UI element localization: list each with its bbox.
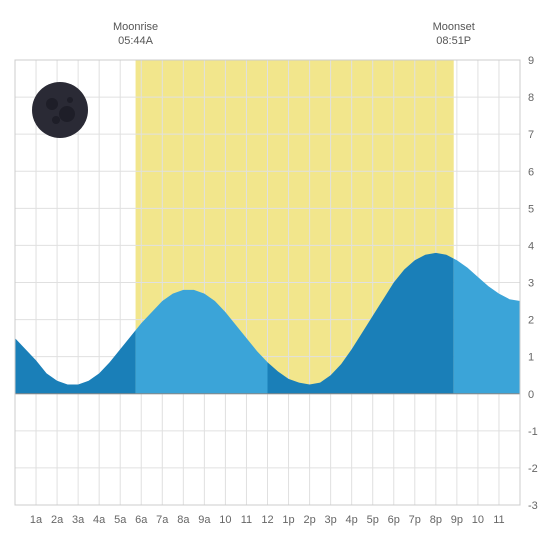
moon-crater (67, 97, 73, 103)
y-tick-label: 7 (528, 129, 534, 141)
y-tick-label: 1 (528, 352, 534, 364)
x-tick-label: 10 (472, 514, 484, 526)
x-tick-label: 4a (93, 514, 106, 526)
x-tick-label: 8p (430, 514, 442, 526)
y-tick-label: 8 (528, 92, 534, 104)
moon-crater (59, 106, 75, 122)
x-tick-label: 2a (51, 514, 64, 526)
y-tick-label: 0 (528, 389, 534, 401)
x-tick-label: 7p (409, 514, 421, 526)
y-tick-label: -1 (528, 426, 538, 438)
x-tick-label: 4p (346, 514, 358, 526)
y-tick-label: 2 (528, 315, 534, 327)
x-tick-label: 7a (156, 514, 169, 526)
x-tick-label: 3a (72, 514, 85, 526)
y-tick-label: 3 (528, 278, 534, 290)
x-tick-label: 1a (30, 514, 43, 526)
y-tick-label: 9 (528, 55, 534, 67)
moonset-time: 08:51P (436, 35, 471, 47)
chart-svg: -3-2-101234567891a2a3a4a5a6a7a8a9a101112… (0, 0, 550, 550)
x-tick-label: 6p (388, 514, 400, 526)
y-tick-label: -2 (528, 463, 538, 475)
moonset-label: Moonset (433, 21, 475, 33)
y-tick-label: 4 (528, 240, 534, 252)
x-tick-label: 6a (135, 514, 148, 526)
y-tick-label: 6 (528, 166, 534, 178)
moon-crater (46, 98, 58, 110)
x-tick-label: 8a (177, 514, 190, 526)
x-tick-label: 10 (219, 514, 231, 526)
x-tick-label: 5p (367, 514, 379, 526)
moonrise-label: Moonrise (113, 21, 158, 33)
x-tick-label: 2p (303, 514, 315, 526)
tide-chart: -3-2-101234567891a2a3a4a5a6a7a8a9a101112… (0, 0, 550, 550)
x-tick-label: 5a (114, 514, 127, 526)
x-tick-label: 1p (282, 514, 294, 526)
y-tick-label: -3 (528, 500, 538, 512)
x-tick-label: 9p (451, 514, 463, 526)
x-tick-label: 12 (261, 514, 273, 526)
x-tick-label: 9a (198, 514, 211, 526)
x-tick-label: 11 (241, 514, 252, 526)
moonrise-time: 05:44A (118, 35, 154, 47)
y-tick-label: 5 (528, 203, 534, 215)
moon-icon (32, 82, 88, 138)
x-tick-label: 3p (325, 514, 337, 526)
moon-crater (52, 116, 60, 124)
x-tick-label: 11 (493, 514, 504, 526)
